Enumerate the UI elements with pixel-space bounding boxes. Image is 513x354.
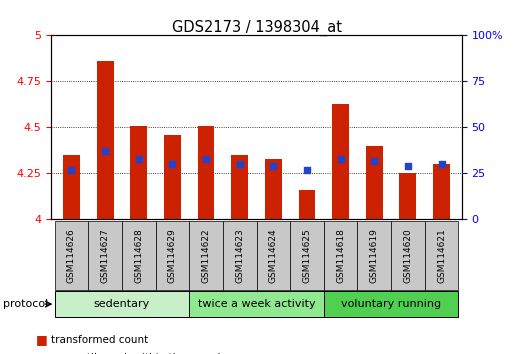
Bar	[231, 155, 248, 219]
Text: ■: ■	[36, 333, 48, 346]
FancyBboxPatch shape	[256, 221, 290, 290]
Text: GSM114622: GSM114622	[202, 228, 210, 283]
Point	[370, 158, 379, 164]
Point	[168, 161, 176, 167]
FancyBboxPatch shape	[189, 221, 223, 290]
Point	[303, 167, 311, 173]
Text: GSM114626: GSM114626	[67, 228, 76, 283]
FancyBboxPatch shape	[290, 221, 324, 290]
Text: GSM114618: GSM114618	[336, 228, 345, 283]
Text: voluntary running: voluntary running	[341, 299, 441, 309]
Bar	[164, 135, 181, 219]
Point	[101, 149, 109, 154]
Text: twice a week activity: twice a week activity	[198, 299, 315, 309]
Text: GSM114623: GSM114623	[235, 228, 244, 283]
FancyBboxPatch shape	[324, 221, 358, 290]
Text: GDS2173 / 1398304_at: GDS2173 / 1398304_at	[171, 19, 342, 36]
Text: GSM114619: GSM114619	[370, 228, 379, 283]
FancyBboxPatch shape	[155, 221, 189, 290]
FancyBboxPatch shape	[358, 221, 391, 290]
Text: sedentary: sedentary	[94, 299, 150, 309]
Bar	[198, 126, 214, 219]
FancyBboxPatch shape	[55, 221, 88, 290]
Bar	[433, 164, 450, 219]
Text: GSM114620: GSM114620	[403, 228, 412, 283]
FancyBboxPatch shape	[223, 221, 256, 290]
FancyBboxPatch shape	[55, 291, 189, 317]
FancyBboxPatch shape	[189, 291, 324, 317]
FancyBboxPatch shape	[324, 291, 458, 317]
Point	[269, 163, 278, 169]
Point	[404, 163, 412, 169]
Bar	[366, 146, 383, 219]
Text: GSM114625: GSM114625	[303, 228, 311, 283]
Point	[337, 156, 345, 161]
Text: percentile rank within the sample: percentile rank within the sample	[51, 353, 227, 354]
Bar	[130, 126, 147, 219]
Point	[202, 156, 210, 161]
Text: GSM114621: GSM114621	[437, 228, 446, 283]
Text: GSM114629: GSM114629	[168, 228, 177, 283]
Point	[235, 161, 244, 167]
Text: GSM114627: GSM114627	[101, 228, 110, 283]
Bar	[265, 159, 282, 219]
Point	[134, 156, 143, 161]
Point	[67, 167, 75, 173]
Text: GSM114628: GSM114628	[134, 228, 143, 283]
FancyBboxPatch shape	[391, 221, 425, 290]
Bar	[97, 61, 113, 219]
FancyBboxPatch shape	[122, 221, 155, 290]
Text: GSM114624: GSM114624	[269, 228, 278, 283]
Text: protocol: protocol	[3, 299, 48, 309]
Text: ■: ■	[36, 351, 48, 354]
Bar	[63, 155, 80, 219]
FancyBboxPatch shape	[425, 221, 458, 290]
FancyBboxPatch shape	[88, 221, 122, 290]
Point	[438, 161, 446, 167]
Bar	[400, 173, 416, 219]
Bar	[332, 103, 349, 219]
Text: transformed count: transformed count	[51, 335, 149, 345]
Bar	[299, 190, 315, 219]
